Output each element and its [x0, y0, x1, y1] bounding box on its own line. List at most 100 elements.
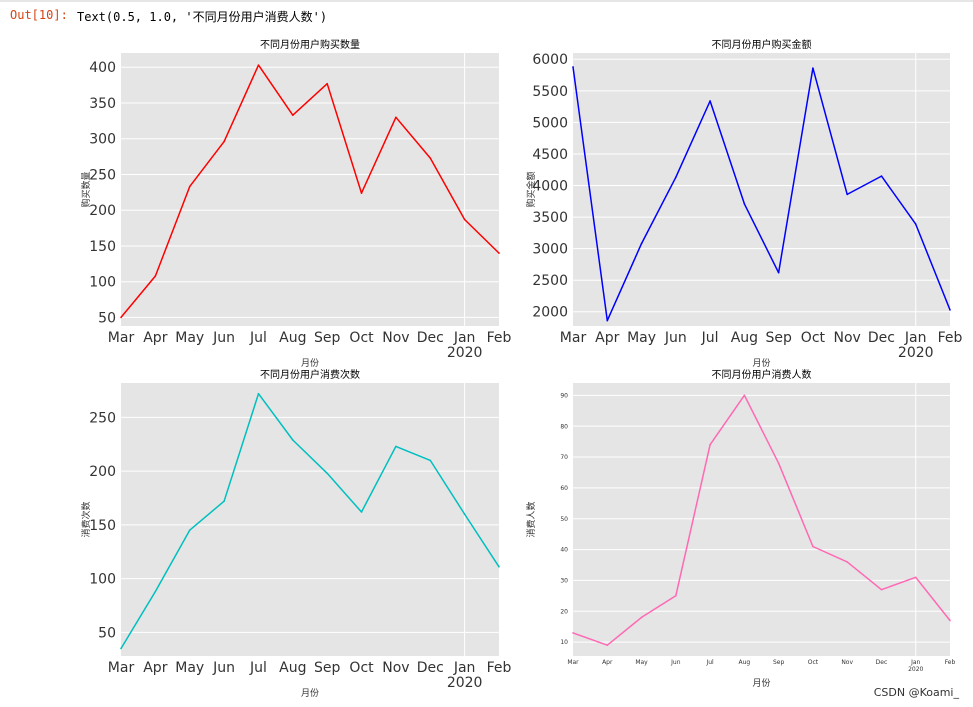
x-tick-label: Nov	[841, 659, 853, 666]
x-year-label: 2020	[447, 345, 483, 361]
y-tick-label: 250	[89, 167, 116, 183]
plot-area	[573, 383, 950, 656]
y-tick-label: 200	[89, 464, 116, 480]
y-tick-label: 150	[89, 239, 116, 255]
x-tick-label: Nov	[382, 330, 409, 346]
data-point	[880, 175, 883, 177]
x-tick-label: Dec	[876, 659, 888, 666]
y-tick-label: 60	[560, 485, 568, 492]
y-tick-label: 40	[560, 547, 568, 554]
y-tick-label: 2500	[532, 273, 568, 289]
data-point	[292, 439, 294, 441]
x-tick-label: Feb	[938, 330, 963, 346]
x-tick-label: Aug	[279, 330, 306, 346]
chart-panel-3: 50 100 150 200 250 Mar Apr May Jun Jul Aug Sep Oct No…	[80, 368, 512, 699]
plot-area	[121, 53, 499, 326]
x-tick-label: May	[635, 659, 648, 666]
x-tick-label: Oct	[349, 330, 374, 346]
x-tick-label: Jul	[249, 330, 267, 346]
series-line-1	[120, 392, 500, 649]
data-point	[223, 140, 225, 143]
y-tick-label: 100	[89, 275, 116, 291]
data-point	[257, 392, 260, 395]
y-tick-label: 5500	[532, 84, 568, 100]
data-point	[709, 100, 711, 102]
data-point	[463, 513, 466, 515]
data-point	[120, 316, 122, 319]
cell-top-border	[0, 0, 973, 2]
data-point	[606, 319, 609, 322]
y-axis-label: 消费人数	[525, 501, 537, 537]
x-tick-label: Apr	[143, 330, 167, 346]
data-point	[360, 192, 363, 194]
x-tick-label: Sep	[314, 330, 341, 346]
x-tick-label: Jan	[453, 330, 476, 346]
data-point	[498, 565, 500, 568]
x-tick-label: Jun	[670, 659, 681, 666]
x-axis-label: 月份	[301, 357, 319, 369]
data-point	[257, 64, 260, 66]
x-tick-label: Dec	[417, 330, 444, 346]
y-tick-label: 400	[89, 60, 116, 76]
y-axis-label: 消费次数	[80, 501, 92, 537]
data-point	[326, 472, 328, 475]
y-tick-label: 10	[560, 639, 568, 646]
x-axis-label: 月份	[752, 677, 770, 689]
watermark: CSDN @Koami_	[873, 686, 959, 699]
x-tick-label: Apr	[143, 660, 167, 676]
data-point	[675, 595, 677, 597]
x-tick-label: May	[175, 660, 204, 676]
x-tick-label: Nov	[834, 330, 861, 346]
x-tick-label: Feb	[945, 659, 956, 666]
series-line-1	[572, 66, 951, 322]
x-tick-label: Feb	[487, 660, 512, 676]
x-tick-label: Jun	[664, 330, 687, 346]
x-tick-label: Aug	[279, 660, 306, 676]
x-tick-label: Mar	[560, 330, 587, 346]
x-tick-label: Oct	[349, 660, 374, 676]
chart-title: 不同月份用户消费次数	[260, 368, 360, 381]
data-point	[188, 185, 191, 188]
data-point	[292, 114, 294, 116]
chart-title: 不同月份用户购买数量	[260, 38, 360, 51]
x-tick-label: Apr	[602, 659, 613, 666]
x-tick-label: Jul	[249, 660, 267, 676]
y-tick-label: 100	[89, 572, 116, 588]
x-tick-label: Aug	[739, 659, 751, 666]
data-point	[154, 590, 157, 593]
data-point	[154, 275, 157, 277]
x-tick-label: Nov	[382, 660, 409, 676]
y-tick-label: 250	[89, 410, 116, 426]
data-point	[709, 443, 711, 446]
x-tick-label: Dec	[417, 660, 444, 676]
x-axis-label: 月份	[752, 357, 770, 369]
data-point	[498, 252, 500, 254]
x-tick-label: Jan	[904, 330, 927, 346]
data-point	[675, 176, 677, 179]
chart-title: 不同月份用户购买金额	[712, 38, 812, 51]
output-prompt: Out[10]:	[10, 8, 68, 22]
data-point	[395, 445, 397, 448]
y-tick-label: 80	[560, 423, 568, 430]
x-tick-label: Feb	[487, 330, 512, 346]
output-text: Text(0.5, 1.0, '不同月份用户消费人数')	[77, 10, 328, 24]
y-tick-label: 20	[560, 608, 568, 615]
data-point	[572, 66, 574, 68]
x-tick-label: Sep	[773, 659, 785, 666]
y-tick-label: 90	[560, 392, 568, 399]
x-tick-label: Jun	[212, 330, 235, 346]
data-point	[914, 576, 917, 579]
x-tick-label: Jun	[212, 660, 235, 676]
chart-panel-4: 10 20 30 40 50 60 70 80 90 Mar Apr May Jun Jul Aug Sep O…	[525, 368, 956, 689]
x-tick-label: Mar	[567, 659, 579, 666]
x-tick-label: Apr	[595, 330, 619, 346]
plot-area	[121, 383, 499, 656]
data-point	[846, 193, 848, 196]
chart-panel-2: 2000 2500 3000 3500 4000 4500 5000 5500 6000 Mar A…	[525, 38, 963, 369]
series-line-1	[120, 64, 500, 318]
chart-panel-1: 50 100 150 200 250 300 350 400 Mar Apr May Jun Jul Au…	[80, 38, 512, 369]
y-tick-label: 2000	[532, 305, 568, 321]
y-tick-label: 4500	[532, 147, 568, 163]
data-point	[880, 588, 883, 591]
data-point	[395, 116, 397, 119]
